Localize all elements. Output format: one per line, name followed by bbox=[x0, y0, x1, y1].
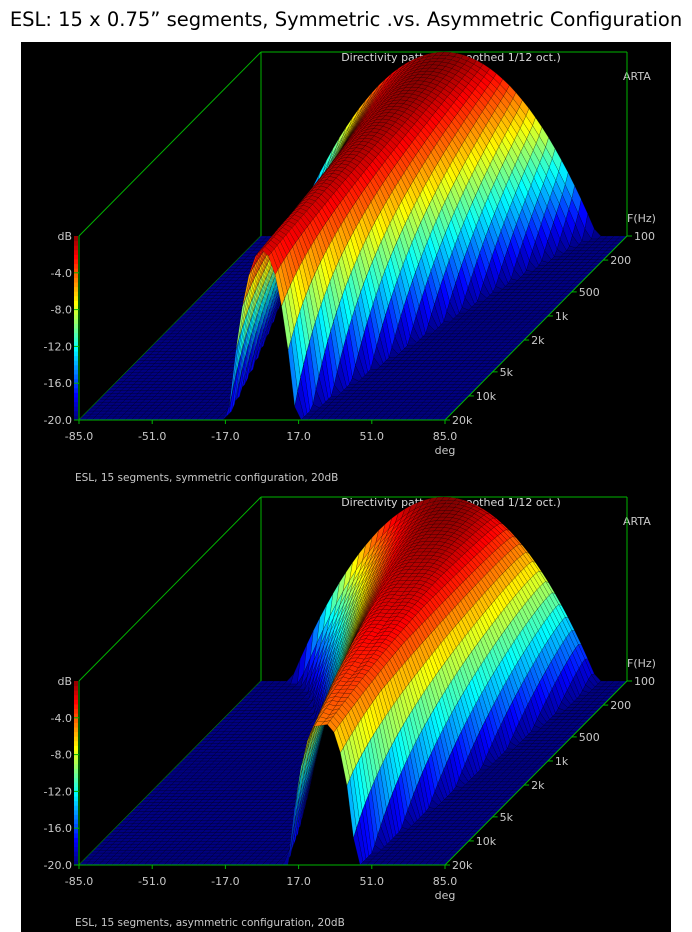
x-tick-label: -51.0 bbox=[138, 430, 166, 443]
colorbar-segment bbox=[74, 295, 78, 301]
left-top-edge bbox=[78, 51, 262, 237]
colorbar-segment bbox=[74, 254, 78, 260]
freq-tick-label: 5k bbox=[500, 366, 514, 379]
surface-row bbox=[204, 109, 575, 293]
colorbar-segment bbox=[74, 272, 78, 278]
x-tick-label: 85.0 bbox=[433, 430, 458, 443]
x-axis-label: deg bbox=[435, 444, 456, 457]
surface-row bbox=[116, 204, 487, 382]
freq-tick-label: 500 bbox=[579, 286, 600, 299]
surface-row bbox=[254, 500, 625, 688]
colorbar-segment bbox=[74, 328, 78, 334]
colorbar-segment bbox=[74, 305, 78, 311]
colorbar-segment bbox=[74, 401, 78, 407]
directivity-panel-symmetric: Directivity pattern (smoothed 1/12 oct.)… bbox=[21, 42, 671, 487]
z-tick-label: -20.0 bbox=[44, 414, 72, 427]
colorbar-segment bbox=[74, 282, 78, 288]
surface-row bbox=[90, 233, 461, 409]
surface-mesh bbox=[78, 51, 628, 421]
colorbar-segment bbox=[74, 364, 78, 370]
colorbar-segment bbox=[74, 286, 78, 292]
surface-row bbox=[96, 227, 466, 403]
colorbar-segment bbox=[74, 240, 78, 246]
x-tick-label: -85.0 bbox=[65, 430, 93, 443]
colorbar-segment bbox=[74, 245, 78, 251]
colorbar-segment bbox=[74, 392, 78, 398]
colorbar-segment bbox=[74, 236, 78, 242]
x-tick-label: 51.0 bbox=[360, 430, 385, 443]
freq-tick-label: 20k bbox=[452, 414, 473, 427]
freq-tick-label: 10k bbox=[476, 390, 497, 403]
colorbar-segment bbox=[74, 318, 78, 324]
z-tick-label: -4.0 bbox=[51, 267, 72, 280]
colorbar-segment bbox=[74, 406, 78, 412]
colorbar-segment bbox=[74, 383, 78, 389]
colorbar-segment bbox=[74, 300, 78, 306]
colorbar-segment bbox=[74, 263, 78, 269]
freq-tick-label: 200 bbox=[610, 254, 631, 267]
freq-tick-label: 1k bbox=[555, 310, 569, 323]
directivity-panel-asymmetric: Directivity pattern (smoothed 1/12 oct.)… bbox=[21, 487, 671, 932]
colorbar-segment bbox=[74, 249, 78, 255]
colorbar-segment bbox=[74, 337, 78, 343]
freq-axis-label: F(Hz) bbox=[627, 212, 656, 225]
colorbar-segment bbox=[74, 387, 78, 393]
main-title: ESL: 15 x 0.75” segments, Symmetric .vs.… bbox=[9, 8, 683, 31]
freq-axis-line bbox=[444, 235, 628, 421]
z-tick-label: -8.0 bbox=[51, 304, 72, 317]
colorbar-segment bbox=[74, 268, 78, 274]
colorbar-segment bbox=[74, 277, 78, 283]
surface-chart-asymmetric: -85.0 -51.0 -17.0 17.0 51.0 85.0deg-4.0-8.0-1… bbox=[44, 496, 656, 902]
colorbar-segment bbox=[74, 397, 78, 403]
colorbar-segment bbox=[74, 351, 78, 357]
colorbar-segment bbox=[74, 332, 78, 338]
surface-row bbox=[257, 496, 628, 685]
surface-row bbox=[81, 243, 452, 418]
surface-mesh bbox=[78, 496, 628, 866]
colorbar-segment bbox=[74, 355, 78, 361]
colorbar-segment bbox=[74, 346, 78, 352]
colorbar-segment bbox=[74, 360, 78, 366]
left-top-edge bbox=[78, 496, 262, 682]
colorbar-segment bbox=[74, 369, 78, 375]
plot-footer: ESL, 15 segments, symmetric configuratio… bbox=[75, 472, 339, 484]
x-tick-label: 17.0 bbox=[286, 430, 311, 443]
freq-tick-label: 100 bbox=[634, 230, 655, 243]
colorbar-segment bbox=[74, 314, 78, 320]
colorbar-segment bbox=[74, 378, 78, 384]
freq-tick-label: 2k bbox=[531, 334, 545, 347]
colorbar-segment bbox=[74, 291, 78, 297]
colorbar-segment bbox=[74, 415, 78, 421]
colorbar-segment bbox=[74, 341, 78, 347]
colorbar bbox=[74, 236, 78, 421]
surface-row bbox=[237, 74, 607, 260]
colorbar-segment bbox=[74, 323, 78, 329]
colorbar-segment bbox=[74, 259, 78, 265]
colorbar-segment bbox=[74, 309, 78, 315]
colorbar-segment bbox=[74, 410, 78, 416]
z-tick-label: -12.0 bbox=[44, 340, 72, 353]
z-axis-label: dB bbox=[57, 230, 72, 243]
z-tick-label: -16.0 bbox=[44, 377, 72, 390]
surface-row bbox=[84, 239, 455, 415]
surface-row bbox=[104, 217, 475, 394]
surface-row bbox=[102, 220, 472, 397]
colorbar-segment bbox=[74, 374, 78, 380]
x-tick-label: -17.0 bbox=[211, 430, 239, 443]
